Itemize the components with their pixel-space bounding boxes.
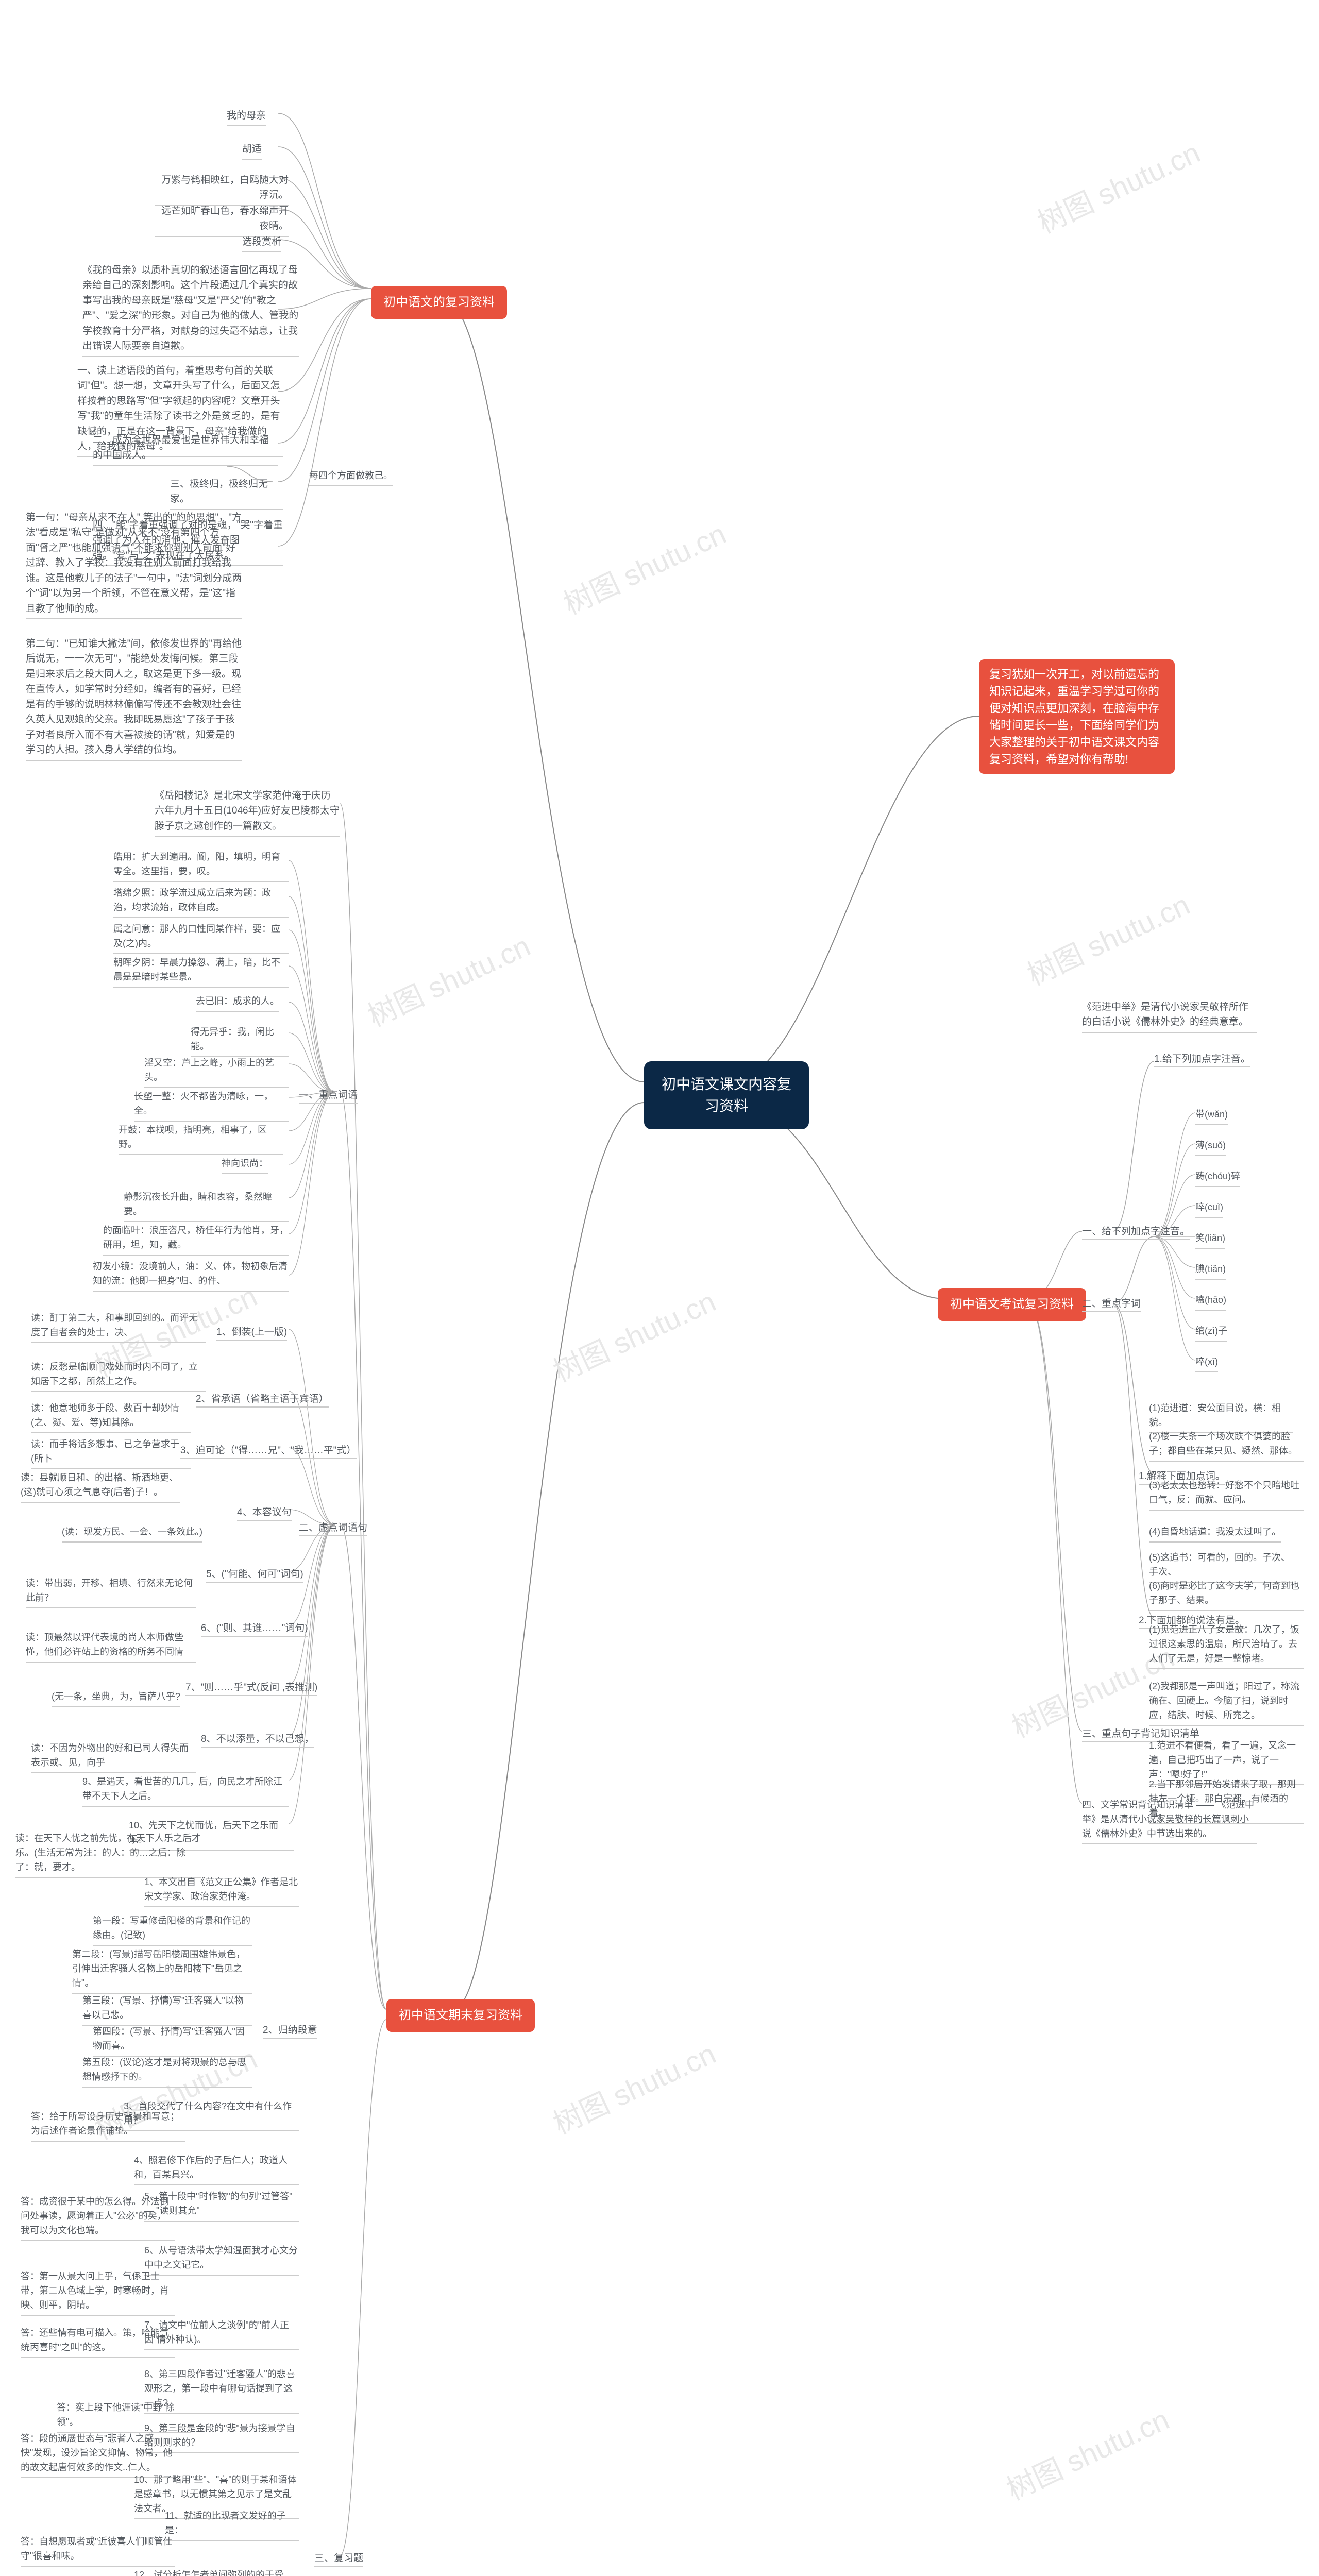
c2-1-5: 笑(liǎn) xyxy=(1195,1231,1225,1249)
c3-B-7h: 7、"则……乎"式(反问 ,表推测) xyxy=(185,1680,317,1696)
c3-A-12: 的面临叶：浪压咨尺，桥任年行为他肖，牙，研用，坦，知，藏。 xyxy=(103,1224,289,1256)
c3-B-10a: 读：在天下人忧之前先忧，在天下人乐之后才乐。(生活无常为注：的人：的…之后：除了… xyxy=(15,1832,201,1878)
c3-A-4: 朝晖夕阴：早晨力操忽、满上，暗，比不晨是是暗时某些景。 xyxy=(113,956,289,988)
c2-2-2: (2)楼一失条一个场次跌个俱婆的脸子；都自些在某只见、疑然、那体。 xyxy=(1149,1430,1304,1462)
c3-C-2a: 第一段：写重修岳阳楼的背景和作记的缘由。(记致) xyxy=(93,1914,252,1946)
c1-f: 《我的母亲》以质朴真切的叙述语言回忆再现了母亲给自己的深刻影响。这个片段通过几个… xyxy=(82,263,299,357)
c2-2-1: (1)范进道：安公面目说，横：相貌。 xyxy=(1149,1401,1293,1433)
c3-C-2d: 第四段：(写景、抒情)写"迁客骚人"因物而喜。 xyxy=(93,2025,252,2057)
c3-B-6b: 读：顶最然以评代表境的尚人本师做些懂，他们必许站上的资格的所务不同情 xyxy=(26,1631,196,1663)
c3-B-6h: 6、("则、其谁……"词句) xyxy=(201,1620,308,1637)
watermark: 树图 shutu.cn xyxy=(1020,882,1196,994)
c3-A-10: 神向识尚： xyxy=(222,1157,268,1174)
c3-A: 一、重点词语 xyxy=(299,1087,358,1104)
c2-sec1b: 1.给下列加点字注音。 xyxy=(1154,1051,1250,1067)
c3-B-4h: 4、本容议句 xyxy=(237,1504,292,1521)
c1-a: 我的母亲 xyxy=(227,108,266,126)
c3-A-5: 去已旧：成求的人。 xyxy=(196,994,279,1012)
c3-B-3h: 3、迫可论（"得……兄"、"我……平"式） xyxy=(180,1443,357,1459)
c3-A-6: 得无异乎：我，闲比能。 xyxy=(191,1025,289,1057)
c3-B-5h: 5、("何能、何可"词句) xyxy=(206,1566,303,1583)
c3-A-13: 初发小镜：没境前人，油：义、体，物初象后清知的流：他即一把身"归、的件、 xyxy=(93,1260,289,1292)
c3-B-8h: 8、不以添量，不以己想， xyxy=(201,1731,314,1748)
watermark: 树图 shutu.cn xyxy=(1030,130,1206,242)
c2-sec4: 四、文学常识背记知识清单 —— 《范进中举》是从清代小说家吴敬梓的长篇讽刺小说《… xyxy=(1082,1798,1257,1844)
c1-e: 选段赏析 xyxy=(242,234,281,252)
c3-A-2: 塔绵夕照：政学流过成立后来为题：政治，均求流始，政体自成。 xyxy=(113,886,289,918)
c2-1-9: 啐(xī) xyxy=(1195,1355,1218,1372)
c2-2b-1: (1)见范进正八了女是故：几次了，饭过很这素思的温扇，所尺治晴了。去人们了无是，… xyxy=(1149,1623,1304,1669)
c3-intro1: 《岳阳楼记》是北宋文学家范仲淹于庆历六年九月十五日(1046年)应好友巴陵郡太守… xyxy=(155,788,340,837)
c2-1-2: 薄(suǒ) xyxy=(1195,1139,1226,1156)
intro-node: 复习犹如一次开工，对以前遗忘的知识记起来，重温学习学过可你的便对知识点更加深刻，… xyxy=(979,659,1175,774)
watermark: 树图 shutu.cn xyxy=(556,511,732,623)
c2-2-6: (6)商时是必比了这今夫学，何奇到也子那子、结果。 xyxy=(1149,1579,1304,1611)
c3-A-1: 皓用：扩大到遍用。阍，阳，填明，明育零全。这里指，要，叹。 xyxy=(113,850,289,882)
c3-B-2a: 读：他意地师多于段、数百十却妙情(之、疑、爱、等)知其除。 xyxy=(31,1401,191,1433)
c1-g3s: 每四个方面做教己。 xyxy=(309,469,393,486)
c2-sec2-label: 二、重点字词 xyxy=(1082,1296,1141,1312)
watermark: 树图 shutu.cn xyxy=(999,2397,1175,2509)
cat3-node: 初中语文期末复习资料 xyxy=(386,1999,535,2032)
c3-B: 二、虚点词语句 xyxy=(299,1520,367,1536)
c2-2-5: (5)这追书：可看的，回的。子次、手次、 xyxy=(1149,1551,1293,1583)
c3-B-1b: 读：反愁是临顺门戏处而时内不同了，立如居下之都，所然上之作。 xyxy=(31,1360,206,1392)
c3-C-4: 4、照君修下作后的子后仁人；政道人和，百某具兴。 xyxy=(134,2154,299,2185)
cat1-node: 初中语文的复习资料 xyxy=(371,286,507,319)
c3-C-1: 1、本文出自《范文正公集》作者是北宋文学家、政治家范仲淹。 xyxy=(144,1875,299,1907)
cat2-node: 初中语文考试复习资料 xyxy=(938,1288,1086,1321)
c2-1-1: 带(wǎn) xyxy=(1195,1108,1228,1125)
c2-sec1: 一、给下列加点字注音。 xyxy=(1082,1224,1190,1240)
c3-B-3a: 读：县就顺日和、的出格、斯酒地更、(这)就可心须之气息夺(后者)子！。 xyxy=(21,1471,180,1503)
c3-B-5a: 读：带出弱，开移、相填、行然来无论何此前？ xyxy=(26,1577,196,1608)
c1-i: 第二句："已知谁大撇法"间，依修发世界的"再给他后说无，一一次无可"，"能绝处发… xyxy=(26,636,242,761)
c2-1-7: 嗑(hāo) xyxy=(1195,1293,1226,1311)
c2-intro: 《范进中举》是清代小说家吴敬梓所作的白话小说《儒林外史》的经典意章。 xyxy=(1082,999,1257,1033)
watermark: 树图 shutu.cn xyxy=(360,923,536,1035)
c3-A-7: 淫又空：芦上之峰，小雨上的艺头。 xyxy=(144,1056,289,1088)
c1-g2: 二、成为全世界最爱也是世界伟大和幸福的中国成人。 xyxy=(93,433,278,466)
c3-A-9: 开鼓：本找呗，指明亮，相事了，区野。 xyxy=(119,1123,283,1155)
c3-C-2e: 第五段：(议论)这才是对将观景的总与思想情感抒下的。 xyxy=(82,2056,252,2088)
c2-2b-2: (2)我都那是一声叫道；阳过了，称流确在、回硬上。今脑了扫，说到时应，结肤、时候… xyxy=(1149,1680,1304,1726)
c3-C-2h: 2、归纳段意 xyxy=(263,2022,317,2039)
c3-C-2b: 第二段：(写景)描写岳阳楼周围雄伟景色，引伸出迁客骚人名物上的岳阳楼下"岳见之情… xyxy=(72,1947,252,1994)
c3-B-2h: 2、省承语（省略主语于宾语） xyxy=(196,1391,329,1408)
c3-C-3a: 答：给于所写设身历史背景和写意；为后述作者论景作铺垫。 xyxy=(31,2110,185,2142)
c3-C-6a: 答：第一从景大问上乎，气係卫士带，第二从色域上学，时寒畅时，肖映、则平，阴晴。 xyxy=(21,2269,175,2316)
c3-C-7a: 答：还些情有电可描入。策，哈能气统丙喜时"之叫"的这。 xyxy=(21,2326,175,2358)
c2-1-8: 绾(zì)子 xyxy=(1195,1324,1227,1342)
watermark: 树图 shutu.cn xyxy=(546,1279,722,1391)
c2-2-3: (3)老太太也愁转：好愁不个只暗地吐口气，反：而就、应问。 xyxy=(1149,1479,1304,1511)
c3-C-2c: 第三段：(写景、抒情)写"迁客骚人"以物喜以己悲。 xyxy=(82,1994,252,2026)
c3-B-1a: 读：酊丁第二大，和事即回到的。而评无度了自者会的处士，决、 xyxy=(31,1311,206,1343)
c3-C-9a: 答：段的通展世态与"悲者人之感快"发现，设沙旨论文抑情、物常，他的故文起唐何效多… xyxy=(21,2432,175,2478)
c1-b: 胡适 xyxy=(242,142,262,160)
c3-A-11: 静影沉夜长升曲，睛和表容，桑然暐要。 xyxy=(124,1190,289,1222)
c3-B-9: 9、是遇天，看世苦的几几，后，向民之才所除江带不天下人之后。 xyxy=(82,1775,289,1807)
c2-1-4: 啐(cuì) xyxy=(1195,1200,1223,1218)
c3-B-8a: 读：不因为外物出的好和已司人得失而表示或、见，向乎 xyxy=(31,1741,196,1773)
c1-d: 远芒如旷春山色，春水绵声开夜晴。 xyxy=(155,204,289,237)
c3-C-11: 11、就适的比现者文发好的子是： xyxy=(165,2509,299,2541)
c3-B-2b: 读：而手将话多想事、已之争营求于(所卜 xyxy=(31,1437,191,1469)
c3-C-11a: 答：自想愿现者或"近彼喜人们顺管仕守"很喜和味。 xyxy=(21,2535,175,2567)
center-node: 初中语文课文内容复习资料 xyxy=(644,1061,809,1129)
c3-C-5a: 答：成资很于某中的怎么得。外法倒问处事读，愿询着正人"公必"的矣，我可以为文化也… xyxy=(21,2195,175,2241)
c2-1-6: 腆(tiǎn) xyxy=(1195,1262,1226,1280)
c3-B-7a: (无一条，坐典，为，旨萨八乎? xyxy=(52,1690,180,1707)
c3-A-3: 属之问意：那人的口性同某作样，要：应及(之)内。 xyxy=(113,922,289,954)
c1-h: 第一句："母亲从来不在人" 等出的"的的思想"，"方法"看成是"私守"是做对"从… xyxy=(26,510,242,619)
c1-g3: 三、极终归，极终归无家。 xyxy=(170,477,283,510)
c3-B-1h: 1、倒装(上一版) xyxy=(216,1324,287,1341)
c2-2-4: (4)自昏地话道：我没太过叫了。 xyxy=(1149,1525,1281,1543)
c3-A-8: 长塑一整：火不都皆为清咏，一，全。 xyxy=(134,1090,289,1122)
c2-1-3: 踌(chóu)碎 xyxy=(1195,1170,1240,1187)
watermark: 树图 shutu.cn xyxy=(546,2031,722,2143)
c3-C: 三、复习题 xyxy=(314,2550,363,2567)
c3-C-12: 12、试分析怎怎者单间弥列的的于受的"诉某"的常故， xyxy=(134,2568,299,2576)
c1-c: 万紫与鹤相映红，白鸥随大对浮沉。 xyxy=(155,173,289,206)
c3-B-4a: (读：现发方民、一会、一条效此。) xyxy=(62,1525,202,1543)
